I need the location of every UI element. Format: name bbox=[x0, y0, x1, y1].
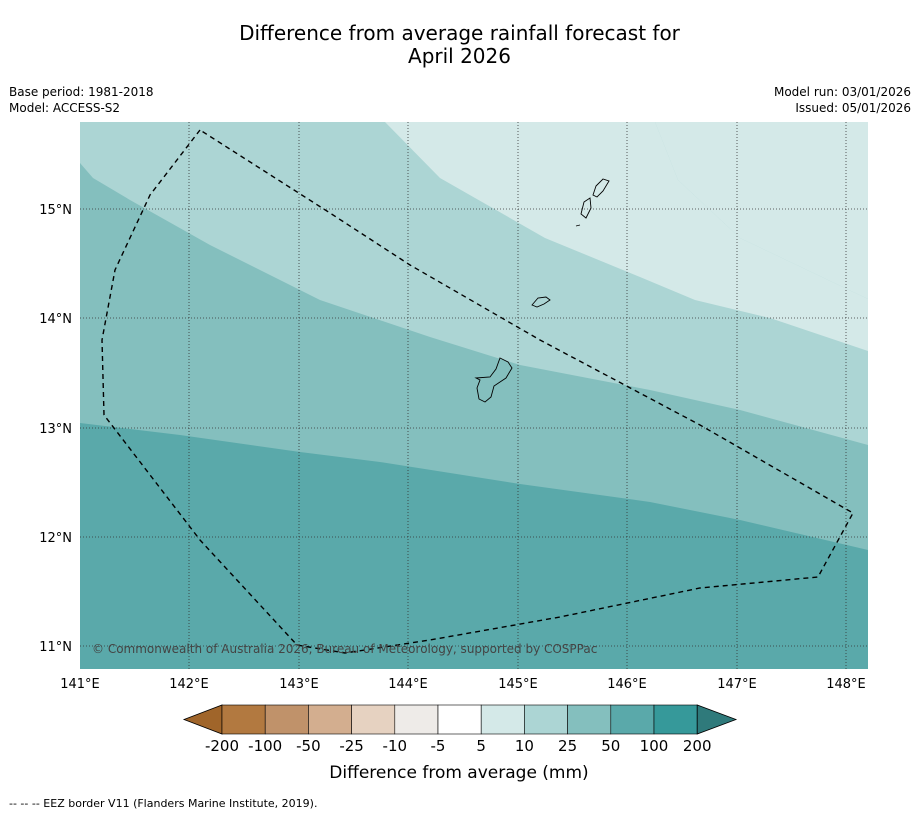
title-line-2: April 2026 bbox=[408, 44, 511, 68]
copyright-text: © Commonwealth of Australia 2026, Bureau… bbox=[92, 642, 597, 656]
colorbar-segment bbox=[308, 704, 352, 735]
island-saipan bbox=[592, 178, 610, 198]
colorbar-tick-label: -5 bbox=[431, 737, 446, 755]
meta-left: Base period: 1981-2018 Model: ACCESS-S2 bbox=[9, 84, 154, 116]
colorbar-tick-label: 200 bbox=[683, 737, 712, 755]
colorbar-segment bbox=[394, 704, 439, 735]
lon-label: 142°E bbox=[169, 677, 209, 692]
colorbar-tick-label: 50 bbox=[601, 737, 620, 755]
lon-label: 145°E bbox=[498, 677, 538, 692]
map-area bbox=[80, 122, 868, 669]
colorbar-tick-label: 25 bbox=[558, 737, 577, 755]
colorbar-segment bbox=[567, 704, 612, 735]
lat-label: 14°N bbox=[39, 312, 72, 327]
lat-label: 11°N bbox=[39, 640, 72, 655]
longitude-labels: 141°E 142°E 143°E 144°E 145°E 146°E 147°E 148°E bbox=[60, 677, 866, 692]
colorbar-segment bbox=[610, 704, 655, 735]
colorbar-segment bbox=[264, 704, 309, 735]
colorbar-segment bbox=[221, 704, 266, 735]
lon-label: 143°E bbox=[279, 677, 319, 692]
eez-border bbox=[101, 129, 854, 654]
colorbar-extend-high bbox=[696, 704, 738, 735]
latitude-labels: 15°N 14°N 13°N 12°N 11°N bbox=[39, 203, 72, 655]
colorbar-tick-label: -100 bbox=[248, 737, 282, 755]
colorbar-segment bbox=[524, 704, 568, 735]
lon-label: 141°E bbox=[60, 677, 100, 692]
title-line-1: Difference from average rainfall forecas… bbox=[239, 21, 680, 45]
colorbar-segment bbox=[653, 704, 698, 735]
lat-label: 13°N bbox=[39, 422, 72, 437]
lon-label: 146°E bbox=[607, 677, 647, 692]
model-run: Model run: 03/01/2026 bbox=[773, 85, 911, 99]
lon-label: 147°E bbox=[717, 677, 757, 692]
lon-label: 148°E bbox=[826, 677, 866, 692]
eez-legend: -- -- -- EEZ border V11 (Flanders Marine… bbox=[9, 797, 318, 810]
colorbar-tick-label: 10 bbox=[515, 737, 534, 755]
island-tinian bbox=[580, 197, 592, 219]
meta-right: Model run: 03/01/2026 Issued: 05/01/2026 bbox=[774, 84, 911, 116]
colorbar-extend-low bbox=[182, 704, 223, 735]
colorbar-title: Difference from average (mm) bbox=[329, 763, 588, 783]
islands bbox=[474, 178, 610, 403]
colorbar-tick-label: 100 bbox=[640, 737, 669, 755]
colorbar-tick-label: -50 bbox=[296, 737, 321, 755]
lat-label: 15°N bbox=[39, 203, 72, 218]
region-5-10-upper bbox=[655, 122, 868, 299]
colorbar-tick-label: 5 bbox=[476, 737, 486, 755]
issued-date: Issued: 05/01/2026 bbox=[795, 101, 911, 115]
island-rota bbox=[531, 296, 551, 308]
colorbar-tick-label: -200 bbox=[205, 737, 239, 755]
model-name: Model: ACCESS-S2 bbox=[9, 101, 121, 115]
colorbar-tick-label: -10 bbox=[383, 737, 408, 755]
region-5-10 bbox=[385, 122, 868, 351]
lat-label: 12°N bbox=[39, 531, 72, 546]
island-aguijan bbox=[575, 224, 581, 227]
colorbar-segment bbox=[351, 704, 396, 735]
graticule bbox=[80, 122, 868, 669]
island-guam bbox=[474, 357, 513, 403]
colorbar-labels: -200 -100 -50 -25 -10 -5 5 10 25 50 100 200 bbox=[205, 737, 712, 755]
colorbar-segment bbox=[437, 704, 482, 735]
colorbar-tick-label: -25 bbox=[339, 737, 364, 755]
colorbar bbox=[182, 704, 738, 735]
colorbar-segment bbox=[480, 704, 525, 735]
base-period: Base period: 1981-2018 bbox=[9, 85, 154, 99]
lon-label: 144°E bbox=[388, 677, 428, 692]
chart-title: Difference from average rainfall forecas… bbox=[0, 22, 919, 68]
